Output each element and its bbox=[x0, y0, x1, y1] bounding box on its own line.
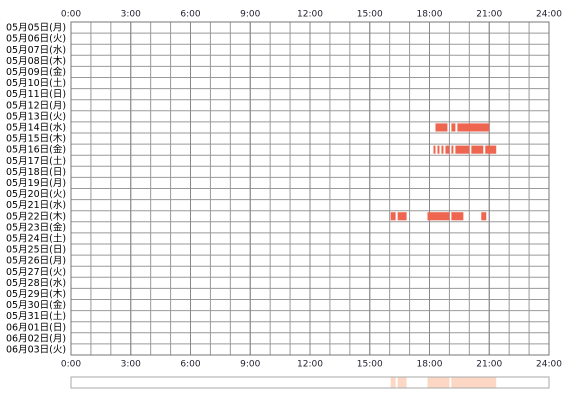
x-tick-label-top: 9:00 bbox=[240, 10, 260, 20]
summary-segment bbox=[485, 377, 497, 388]
row-label: 05月20日(火) bbox=[6, 189, 66, 200]
row-label: 05月21日(水) bbox=[6, 199, 66, 211]
activity-segment bbox=[397, 212, 407, 221]
x-tick-label-top: 0:00 bbox=[61, 10, 81, 20]
activity-segment bbox=[445, 145, 450, 154]
x-tick-label-bottom: 0:00 bbox=[61, 360, 81, 370]
row-label: 05月10日(土) bbox=[6, 77, 66, 89]
activity-segment bbox=[437, 145, 440, 154]
activity-segment bbox=[433, 145, 436, 154]
summary-segment bbox=[451, 377, 464, 388]
x-tick-label-bottom: 3:00 bbox=[121, 360, 141, 370]
row-label: 06月02日(月) bbox=[6, 333, 66, 344]
x-tick-label-top: 12:00 bbox=[297, 10, 323, 20]
activity-segment bbox=[451, 123, 456, 132]
row-label: 05月06日(火) bbox=[6, 34, 66, 45]
row-label: 05月07日(水) bbox=[6, 44, 66, 56]
summary-frame bbox=[70, 376, 550, 389]
summary-segment bbox=[481, 377, 487, 388]
x-tick-label-top: 18:00 bbox=[417, 10, 443, 20]
x-tick-label-bottom: 9:00 bbox=[240, 360, 260, 370]
activity-segment bbox=[435, 123, 448, 132]
x-tick-label-bottom: 24:00 bbox=[536, 360, 562, 370]
summary-segment bbox=[397, 377, 407, 388]
x-tick-label-top: 6:00 bbox=[180, 10, 200, 20]
row-label: 05月18日(日) bbox=[6, 167, 66, 178]
summary-segment bbox=[471, 377, 484, 388]
activity-segment bbox=[471, 145, 484, 154]
activity-segment bbox=[427, 212, 450, 221]
x-tick-label-top: 24:00 bbox=[536, 10, 562, 20]
x-tick-label-bottom: 6:00 bbox=[180, 360, 200, 370]
row-label: 05月14日(水) bbox=[6, 121, 66, 133]
row-label: 05月22日(木) bbox=[6, 210, 66, 222]
row-label: 05月08日(木) bbox=[6, 55, 66, 67]
x-tick-label-bottom: 15:00 bbox=[357, 360, 383, 370]
summary-segment bbox=[427, 377, 450, 388]
row-label: 06月01日(日) bbox=[6, 322, 66, 333]
row-label: 05月25日(日) bbox=[6, 245, 66, 256]
row-label: 05月24日(土) bbox=[6, 232, 66, 244]
row-label: 05月27日(火) bbox=[6, 267, 66, 278]
activity-segment bbox=[457, 123, 490, 132]
row-label: 05月12日(月) bbox=[6, 100, 66, 111]
x-tick-label-top: 3:00 bbox=[121, 10, 141, 20]
activity-segment bbox=[455, 145, 470, 154]
row-label: 05月13日(火) bbox=[6, 111, 66, 122]
activity-segment bbox=[390, 212, 396, 221]
x-tick-label-top: 15:00 bbox=[357, 10, 383, 20]
row-label: 05月30日(金) bbox=[6, 299, 66, 311]
x-tick-label-top: 21:00 bbox=[476, 10, 502, 20]
row-label: 05月09日(金) bbox=[6, 66, 66, 78]
activity-segment bbox=[441, 145, 444, 154]
activity-segment bbox=[451, 145, 454, 154]
summary-segment bbox=[390, 377, 396, 388]
row-label: 05月31日(土) bbox=[6, 310, 66, 322]
row-label: 05月23日(金) bbox=[6, 221, 66, 233]
activity-segment bbox=[485, 145, 497, 154]
row-label: 05月26日(月) bbox=[6, 256, 66, 267]
row-label: 05月16日(金) bbox=[6, 144, 66, 156]
row-label: 05月19日(月) bbox=[6, 178, 66, 189]
x-tick-label-bottom: 12:00 bbox=[297, 360, 323, 370]
row-label: 05月05日(月) bbox=[6, 23, 66, 34]
plot-frame bbox=[70, 21, 550, 356]
x-tick-label-bottom: 18:00 bbox=[417, 360, 443, 370]
activity-segment bbox=[481, 212, 487, 221]
row-label: 05月15日(木) bbox=[6, 133, 66, 145]
activity-segment bbox=[451, 212, 464, 221]
x-tick-label-bottom: 21:00 bbox=[476, 360, 502, 370]
row-label: 05月29日(木) bbox=[6, 288, 66, 300]
row-label: 05月11日(日) bbox=[6, 89, 66, 100]
row-label: 06月03日(火) bbox=[6, 344, 66, 355]
row-label: 05月28日(水) bbox=[6, 277, 66, 289]
row-label: 05月17日(土) bbox=[6, 155, 66, 167]
